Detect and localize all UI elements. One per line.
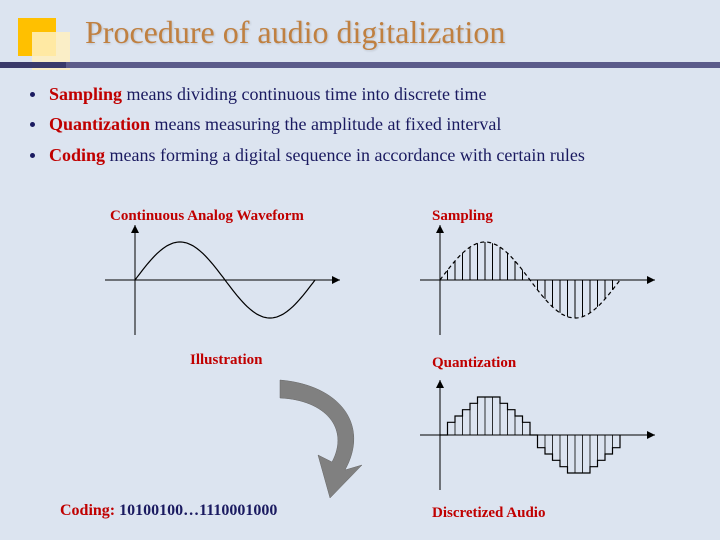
label-illustration: Illustration <box>190 352 263 369</box>
label-sampling: Sampling <box>432 208 493 225</box>
page-title: Procedure of audio digitalization <box>85 14 505 51</box>
chart-continuous-waveform <box>105 225 340 335</box>
bullet-dot <box>30 92 35 97</box>
bullet-text: means dividing continuous time into disc… <box>122 84 486 104</box>
bullet-item: Quantization means measuring the amplitu… <box>30 112 690 136</box>
bullet-item: Sampling means dividing continuous time … <box>30 82 690 106</box>
bullet-keyword: Coding <box>49 145 105 165</box>
bullet-text: means measuring the amplitude at fixed i… <box>150 114 501 134</box>
coding-keyword: Coding: <box>60 502 119 519</box>
bullet-dot <box>30 153 35 158</box>
title-underline-accent <box>0 62 66 68</box>
bullet-item: Coding means forming a digital sequence … <box>30 143 690 167</box>
coding-value: 10100100…1110001000 <box>119 502 277 519</box>
bullet-text: means forming a digital sequence in acco… <box>105 145 585 165</box>
coding-output: Coding: 10100100…1110001000 <box>60 502 277 520</box>
bullet-list: Sampling means dividing continuous time … <box>30 82 690 173</box>
bullet-keyword: Quantization <box>49 114 150 134</box>
bullet-dot <box>30 122 35 127</box>
label-discretized: Discretized Audio <box>432 505 545 522</box>
label-continuous: Continuous Analog Waveform <box>110 208 304 225</box>
bullet-keyword: Sampling <box>49 84 122 104</box>
chart-sampling <box>420 225 655 335</box>
chart-quantization <box>420 380 655 490</box>
flow-arrow-icon <box>250 370 390 500</box>
title-underline <box>0 62 720 68</box>
label-quantization: Quantization <box>432 355 516 372</box>
